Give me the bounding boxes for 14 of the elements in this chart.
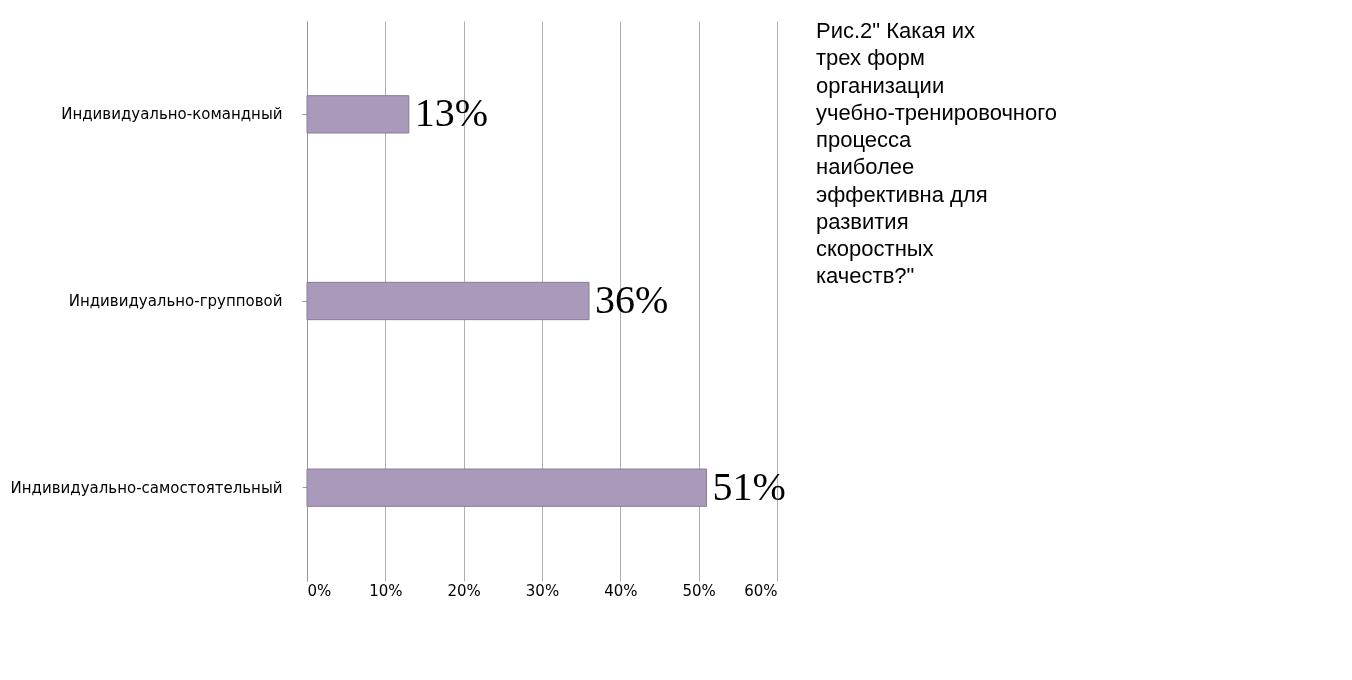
- y-tick-label: Индивидуально-самостоятельный: [10, 478, 283, 497]
- y-tick-label: Индивидуально-групповой: [68, 292, 283, 310]
- x-tick-label: 50%: [682, 581, 716, 600]
- data-label: 36%: [595, 277, 669, 322]
- x-tick-label: 40%: [604, 581, 638, 600]
- x-tick-label: 0%: [307, 581, 332, 600]
- chart-title: Рис.2" Какая их трех форм организации учебно-тренировочного процесса наиболее эффективна для развития скоростных качеств?": [816, 18, 1058, 289]
- x-tick-label: 60%: [744, 581, 778, 600]
- x-tick-label: 30%: [525, 581, 560, 600]
- y-tick-label: Индивидуально-командный: [61, 105, 283, 124]
- x-tick-label: 20%: [447, 581, 481, 600]
- x-tick-label: 10%: [369, 581, 403, 600]
- data-label: 51%: [712, 463, 786, 509]
- data-label: 13%: [414, 90, 489, 136]
